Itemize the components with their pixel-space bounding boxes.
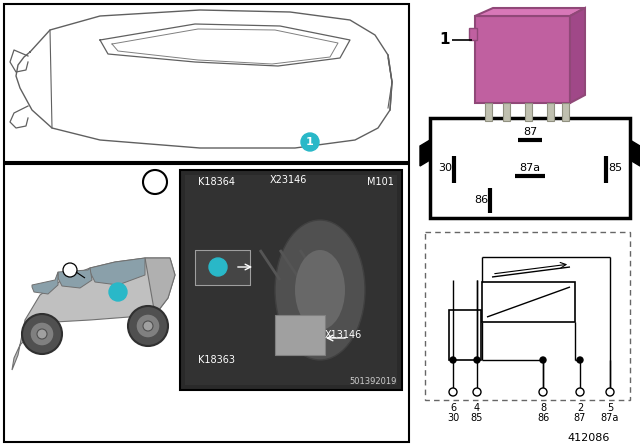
Bar	[180, 170, 402, 390]
Text: 30: 30	[447, 413, 459, 423]
Text: 86: 86	[474, 195, 488, 205]
Bar	[547, 103, 554, 121]
Bar	[4, 4, 409, 162]
Circle shape	[473, 388, 481, 396]
Bar	[469, 28, 477, 40]
Bar	[562, 103, 569, 121]
Ellipse shape	[275, 220, 365, 360]
Circle shape	[143, 321, 153, 331]
Polygon shape	[90, 258, 145, 285]
Circle shape	[30, 322, 54, 346]
Circle shape	[109, 283, 127, 301]
Text: 87a: 87a	[520, 163, 541, 173]
Text: 4: 4	[474, 403, 480, 413]
Text: X23146: X23146	[270, 175, 307, 185]
Text: 3: 3	[67, 266, 73, 275]
Polygon shape	[58, 268, 92, 288]
Polygon shape	[475, 8, 585, 16]
Text: M101: M101	[367, 177, 394, 187]
Circle shape	[301, 133, 319, 151]
Text: 2: 2	[577, 403, 583, 413]
Polygon shape	[32, 272, 58, 294]
Polygon shape	[420, 140, 430, 166]
Text: 412086: 412086	[568, 433, 610, 443]
Circle shape	[22, 314, 62, 354]
Text: 30: 30	[438, 163, 452, 173]
Circle shape	[209, 258, 227, 276]
Bar	[430, 118, 630, 218]
Ellipse shape	[295, 250, 345, 330]
Text: 1: 1	[214, 262, 222, 272]
Text: 3: 3	[150, 175, 160, 189]
Circle shape	[136, 314, 160, 338]
Text: K18364: K18364	[198, 177, 235, 187]
Text: 86: 86	[537, 413, 549, 423]
Bar	[195, 250, 250, 285]
Circle shape	[63, 263, 77, 277]
Bar	[275, 315, 325, 355]
Bar	[485, 103, 492, 121]
Circle shape	[449, 388, 457, 396]
Text: 6: 6	[450, 403, 456, 413]
Circle shape	[37, 329, 47, 339]
Text: 85: 85	[608, 163, 622, 173]
Circle shape	[606, 388, 614, 396]
Bar	[525, 103, 532, 121]
Bar	[425, 232, 630, 400]
Text: 501392019: 501392019	[349, 378, 397, 387]
Circle shape	[143, 170, 167, 194]
Circle shape	[128, 306, 168, 346]
Bar	[449, 310, 481, 360]
Text: 1: 1	[306, 137, 314, 147]
Text: 5: 5	[607, 403, 613, 413]
Bar	[425, 232, 630, 400]
Circle shape	[540, 357, 546, 363]
Bar	[475, 16, 570, 103]
Bar	[185, 175, 397, 385]
Text: 87: 87	[574, 413, 586, 423]
Polygon shape	[145, 258, 175, 315]
Circle shape	[576, 388, 584, 396]
Text: 87a: 87a	[601, 413, 619, 423]
Bar	[503, 103, 510, 121]
Bar	[4, 164, 409, 442]
Text: 85: 85	[471, 413, 483, 423]
Bar	[482, 282, 575, 322]
Bar	[195, 250, 250, 285]
Text: X13146: X13146	[325, 330, 362, 340]
Text: 1: 1	[114, 287, 122, 297]
Circle shape	[474, 357, 480, 363]
Polygon shape	[570, 8, 585, 103]
Text: 1: 1	[440, 33, 450, 47]
Circle shape	[539, 388, 547, 396]
Circle shape	[450, 357, 456, 363]
Polygon shape	[12, 258, 175, 370]
Text: 87: 87	[523, 127, 537, 137]
Text: K18363: K18363	[198, 355, 235, 365]
Text: 8: 8	[540, 403, 546, 413]
Circle shape	[577, 357, 583, 363]
Polygon shape	[630, 140, 640, 166]
